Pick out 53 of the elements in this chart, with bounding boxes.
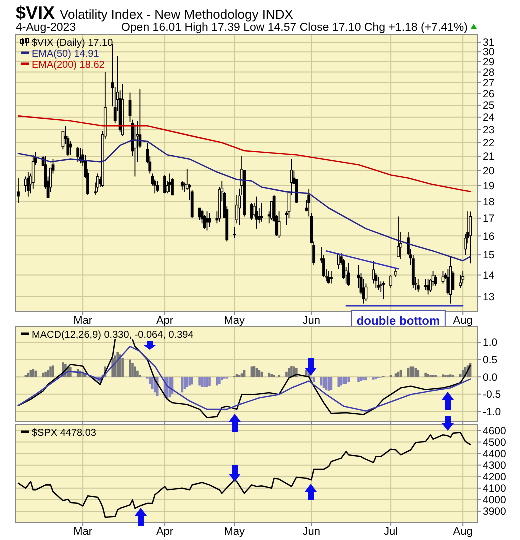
y-tick-label: 0.0 — [483, 372, 498, 384]
y-tick-label: -1.0 — [483, 406, 502, 418]
y-tick-label: 24 — [483, 112, 495, 124]
x-tick-label: Jul — [384, 526, 398, 538]
y-tick-label: 28 — [483, 66, 495, 79]
y-tick-label: 4200 — [483, 472, 507, 484]
y-tick-label: 21 — [483, 151, 495, 164]
y-tick-label: 4500 — [483, 436, 507, 449]
legend-label: $SPX 4478.03 — [32, 428, 97, 439]
annotation: double bottom — [356, 314, 440, 328]
x-tick-label: Aug — [453, 315, 473, 327]
y-tick-label: 4000 — [483, 494, 507, 507]
x-tick-label: Apr — [156, 526, 174, 538]
text: Open 16.01 High 17.39 Low 14.57 Close 17.10 Chg +1.18 (+7.41%) — [121, 22, 468, 34]
legend-label: $VIX (Daily) 17.10 — [32, 38, 114, 49]
chart-title: $VIX — [16, 3, 56, 23]
y-tick-label: 29 — [483, 56, 495, 69]
y-tick-label: 0.5 — [483, 354, 498, 366]
x-tick-label: Mar — [74, 526, 93, 538]
y-tick-label: 3900 — [483, 506, 507, 518]
y-tick-label: 15 — [483, 250, 495, 262]
legend-label: EMA(50) 14.91 — [32, 49, 100, 60]
y-tick-label: 16 — [483, 230, 495, 243]
y-tick-label: -0.5 — [483, 389, 502, 402]
y-tick-label: 31 — [483, 37, 495, 50]
y-tick-label: 18 — [483, 196, 495, 208]
y-tick-label: 22 — [483, 138, 495, 150]
x-tick-label: Apr — [156, 315, 174, 327]
x-tick-label: May — [224, 315, 246, 327]
y-tick-label: 25 — [483, 100, 495, 112]
y-tick-label: 19 — [483, 180, 495, 193]
y-tick-label: 1.0 — [483, 337, 498, 350]
x-tick-label: Jun — [302, 315, 320, 327]
x-tick-label: Jun — [302, 526, 320, 538]
text: 4-Aug-2023 — [16, 22, 76, 34]
y-tick-label: 4600 — [483, 425, 507, 438]
x-tick-label: May — [224, 526, 246, 538]
chart-subtitle: Volatility Index - New Methodology INDX — [60, 7, 294, 22]
x-tick-label: Mar — [74, 315, 93, 327]
y-tick-label: 30 — [483, 46, 495, 59]
y-tick-label: 4400 — [483, 448, 507, 460]
y-tick-label: 4300 — [483, 460, 507, 472]
y-tick-label: 13 — [483, 292, 495, 304]
y-tick-label: 27 — [483, 78, 495, 90]
legend-label: MACD(12,26,9) 0.330, -0.064, 0.394 — [32, 330, 194, 341]
y-tick-label: 4100 — [483, 483, 507, 496]
y-tick-label: 23 — [483, 124, 495, 137]
y-tick-label: 20 — [483, 165, 495, 178]
x-tick-label: Aug — [453, 526, 473, 538]
y-tick-label: 14 — [483, 270, 495, 282]
legend-label: EMA(200) 18.62 — [32, 60, 106, 71]
y-tick-label: 17 — [483, 213, 495, 226]
y-tick-label: 26 — [483, 88, 495, 101]
